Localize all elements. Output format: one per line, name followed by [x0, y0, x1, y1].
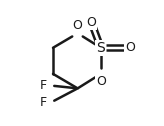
Text: O: O	[96, 75, 106, 88]
Text: O: O	[125, 41, 135, 54]
Text: F: F	[40, 79, 47, 92]
Text: O: O	[86, 16, 96, 29]
Text: O: O	[73, 19, 83, 32]
Text: S: S	[96, 41, 105, 55]
Text: F: F	[40, 96, 47, 109]
